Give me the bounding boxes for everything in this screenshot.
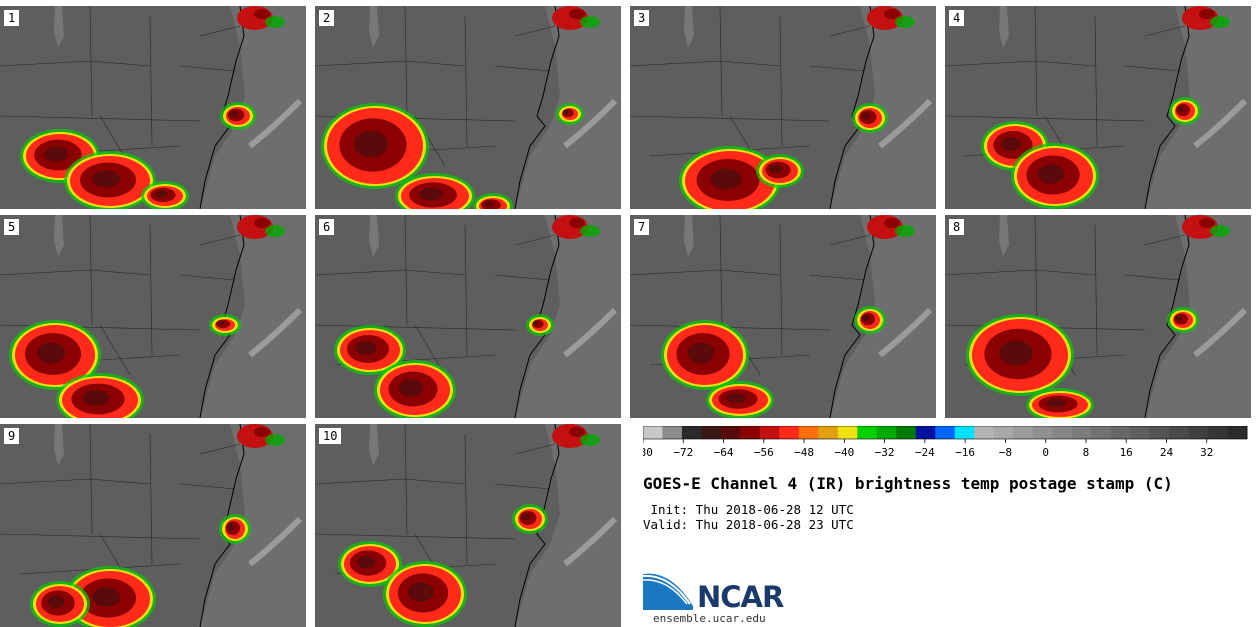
colorbar-tick-label: −8 [999, 446, 1012, 459]
colorbar-tick-label: −32 [875, 446, 895, 459]
colorbar-tick-label: 24 [1160, 446, 1174, 459]
colorbar-bin [1110, 426, 1131, 439]
colorbar-bin [1052, 426, 1073, 439]
figure-title: GOES-E Channel 4 (IR) brightness temp po… [643, 474, 1173, 493]
ir-map-4 [945, 6, 1251, 209]
colorbar-bin [935, 426, 956, 439]
colorbar-bin [798, 426, 819, 439]
logo-wordmark: NCAR [697, 580, 784, 614]
colorbar-tick-label: −48 [794, 446, 814, 459]
ir-map-2 [315, 6, 621, 209]
postage-stamp-7: 7 [630, 215, 936, 418]
postage-stamp-9: 9 [0, 424, 306, 627]
colorbar-tick-label: −64 [714, 446, 734, 459]
panel-number: 5 [4, 219, 20, 235]
colorbar-bin [759, 426, 780, 439]
ir-map-6 [315, 215, 621, 418]
panel-number: 1 [4, 10, 20, 26]
colorbar-bin [1149, 426, 1170, 439]
colorbar-tick-label: −56 [754, 446, 774, 459]
colorbar-bin [643, 426, 663, 439]
colorbar-bin [1013, 426, 1034, 439]
panel-number: 7 [634, 219, 650, 235]
colorbar-bin [1032, 426, 1053, 439]
colorbar-tick-label: 16 [1120, 446, 1133, 459]
colorbar-tick-label: −72 [673, 446, 693, 459]
postage-stamp-1: 1 [0, 6, 306, 209]
ir-map-8 [945, 215, 1251, 418]
colorbar-bin [915, 426, 936, 439]
postage-stamp-6: 6 [315, 215, 621, 418]
colorbar-bin [876, 426, 897, 439]
postage-stamp-2: 2 [315, 6, 621, 209]
ir-map-1 [0, 6, 306, 209]
colorbar-bin [993, 426, 1014, 439]
colorbar-bin [779, 426, 800, 439]
panel-number: 9 [4, 428, 20, 444]
panel-number: 2 [319, 10, 335, 26]
colorbar-tick-label: −16 [955, 446, 975, 459]
ir-map-5 [0, 215, 306, 418]
valid-time: Valid: Thu 2018-06-28 23 UTC [643, 517, 854, 532]
colorbar-bin [837, 426, 858, 439]
source-url: ensemble.ucar.edu [653, 612, 766, 625]
colorbar-tick-label: −80 [643, 446, 653, 459]
init-valid-times: Init: Thu 2018-06-28 12 UTC Valid: Thu 2… [643, 502, 854, 532]
colorbar-bin [1169, 426, 1189, 439]
colorbar-bin [1208, 426, 1228, 439]
init-time: Init: Thu 2018-06-28 12 UTC [643, 502, 854, 517]
colorbar-bin [896, 426, 917, 439]
colorbar-bin [701, 426, 722, 439]
colorbar-bin [662, 426, 683, 439]
ir-map-3 [630, 6, 936, 209]
colorbar-bin [1091, 426, 1112, 439]
colorbar-bin [857, 426, 878, 439]
panel-number: 4 [949, 10, 965, 26]
postage-stamp-4: 4 [945, 6, 1251, 209]
panel-number: 10 [319, 428, 342, 444]
ir-map-10 [315, 424, 621, 627]
colorbar-bin [974, 426, 995, 439]
colorbar-bin [1130, 426, 1150, 439]
postage-stamp-8: 8 [945, 215, 1251, 418]
panel-number: 3 [634, 10, 650, 26]
postage-stamp-10: 10 [315, 424, 621, 627]
colorbar-bin [954, 426, 975, 439]
postage-stamp-5: 5 [0, 215, 306, 418]
panel-number: 6 [319, 219, 335, 235]
colorbar-tick-label: 0 [1042, 446, 1049, 459]
colorbar-tick-label: 32 [1200, 446, 1213, 459]
colorbar-bin [1071, 426, 1092, 439]
ncar-logo-icon [643, 573, 693, 610]
colorbar-tick-label: −40 [834, 446, 854, 459]
colorbar-tick-label: 8 [1083, 446, 1090, 459]
colorbar-bin [681, 426, 702, 439]
panel-number: 8 [949, 219, 965, 235]
colorbar-bin [740, 426, 761, 439]
colorbar-tick-label: −24 [915, 446, 935, 459]
colorbar-bin [720, 426, 741, 439]
postage-stamp-3: 3 [630, 6, 936, 209]
ir-map-7 [630, 215, 936, 418]
colorbar-bin [1227, 426, 1248, 439]
colorbar-bin [818, 426, 839, 439]
colorbar-bin [1188, 426, 1209, 439]
ir-map-9 [0, 424, 306, 627]
